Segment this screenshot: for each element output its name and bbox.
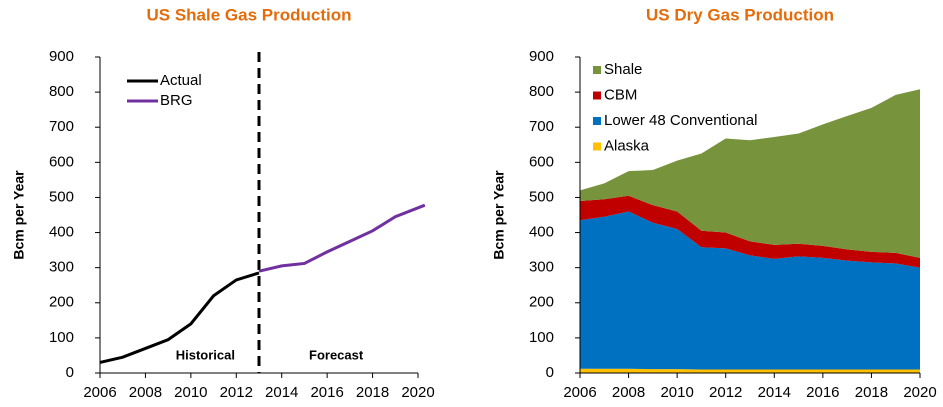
x-tick-label: 2010 [174,384,207,401]
legend-label: BRG [160,92,193,109]
area [580,211,920,370]
y-tick-label: 0 [546,364,554,381]
y-tick-label: 400 [49,224,74,241]
legend-label: CBM [604,86,637,103]
x-tick-label: 2018 [855,384,888,401]
x-tick-label: 2020 [401,384,434,401]
y-tick-label: 600 [49,153,74,170]
x-tick-label: 2016 [806,384,839,401]
legend-label: Shale [604,61,642,78]
y-tick-label: 200 [49,294,74,311]
y-tick-label: 800 [49,83,74,100]
line [258,203,426,273]
y-tick-label: 800 [529,83,554,100]
area [580,89,920,258]
x-tick-label: 2010 [660,384,693,401]
x-tick-label: 2020 [903,384,936,401]
area [580,368,920,373]
x-tick-label: 2006 [563,384,596,401]
x-tick-label: 2012 [709,384,742,401]
x-tick-label: 2014 [265,384,298,401]
legend-swatch [593,66,601,74]
x-tick-label: 2008 [612,384,645,401]
legend-label: Actual [160,72,202,89]
y-tick-label: 900 [49,48,74,65]
y-tick-label: 100 [529,329,554,346]
x-tick-label: 2012 [220,384,253,401]
y-axis-label: Bcm per Year [491,170,507,260]
y-tick-label: 400 [529,224,554,241]
y-tick-label: 300 [529,259,554,276]
x-tick-label: 2018 [356,384,389,401]
x-tick-label: 2008 [129,384,162,401]
y-axis-label: Bcm per Year [11,170,27,260]
x-tick-label: 2014 [758,384,791,401]
legend-label: Alaska [604,137,650,154]
y-tick-label: 900 [529,48,554,65]
x-tick-label: 2006 [83,384,116,401]
y-tick-label: 500 [529,188,554,205]
y-tick-label: 600 [529,153,554,170]
legend-swatch [593,91,601,100]
y-tick-label: 100 [49,329,74,346]
chart-title: US Dry Gas Production [646,5,834,24]
y-tick-label: 700 [529,118,554,135]
chart-title: US Shale Gas Production [147,5,352,24]
area [580,195,920,268]
x-tick-label: 2016 [310,384,343,401]
y-tick-label: 200 [529,294,554,311]
legend-swatch [593,117,601,125]
y-tick-label: 700 [49,118,74,135]
annotation: Historical [176,347,235,362]
y-tick-label: 0 [66,364,74,381]
legend-swatch [593,142,601,151]
y-tick-label: 300 [49,259,74,276]
legend-label: Lower 48 Conventional [604,112,757,129]
line [99,271,260,364]
y-tick-label: 500 [49,188,74,205]
annotation: Forecast [309,347,364,362]
